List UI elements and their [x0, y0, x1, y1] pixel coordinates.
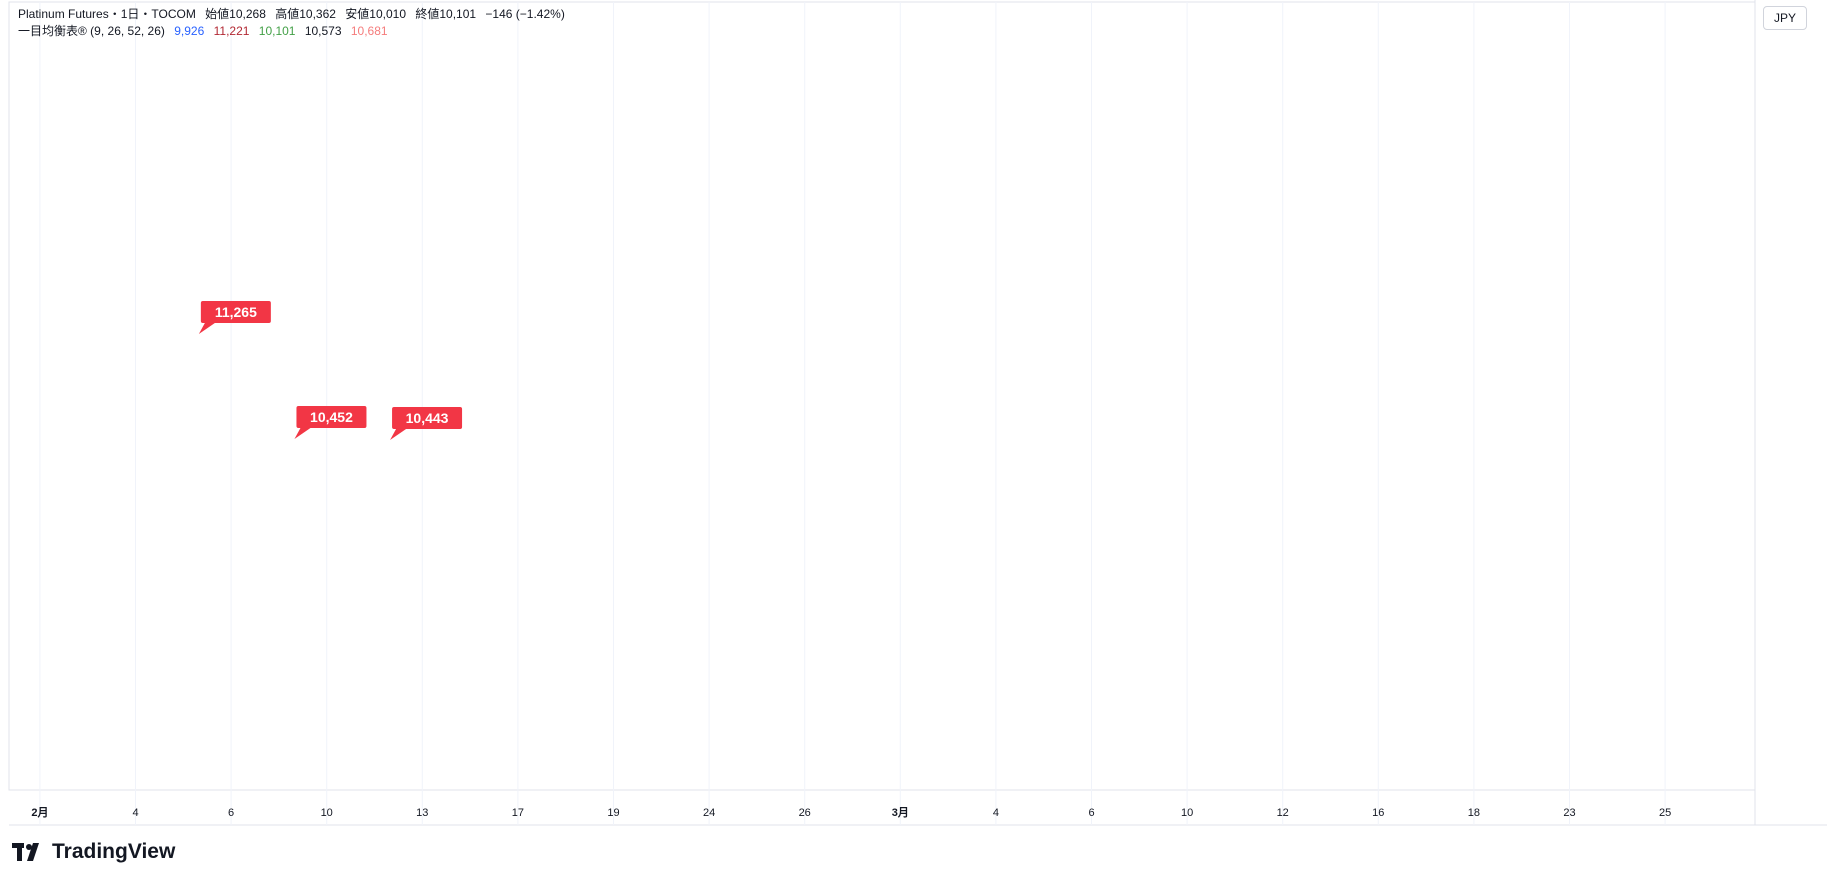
chart-overlays: 11,265 10,452 10,443 — [198, 301, 463, 440]
time-axis: 2月 4 6 10 13 17 19 24 26 3月 4 6 10 12 16 18 23 25 — [31, 806, 1671, 819]
price-callout-pointer — [390, 429, 407, 440]
symbol-title[interactable]: Platinum Futures・1日・TOCOM — [18, 7, 196, 21]
ichimoku-base-value: 11,221 — [213, 24, 250, 38]
time-tick-label: 24 — [703, 807, 715, 819]
currency-button[interactable]: JPY — [1763, 6, 1807, 30]
tradingview-logo-icon — [12, 843, 39, 861]
price-callout-pointer — [198, 323, 215, 334]
time-tick-label: 12 — [1277, 807, 1289, 819]
time-tick-label: 4 — [132, 807, 138, 819]
time-tick-label: 4 — [993, 807, 999, 819]
time-tick-label: 17 — [512, 807, 524, 819]
time-tick-label: 13 — [416, 807, 428, 819]
ichimoku-lagging-value: 10,101 — [258, 24, 296, 38]
time-tick-label: 10 — [1181, 807, 1193, 819]
tradingview-logo-text: TradingView — [52, 840, 176, 863]
time-tick-label: 2月 — [31, 806, 48, 819]
time-tick-label: 23 — [1563, 807, 1575, 819]
symbol-header: Platinum Futures・1日・TOCOM 始値10,268 高値10,… — [18, 5, 571, 22]
tradingview-logo[interactable]: TradingView — [12, 840, 175, 864]
time-tick-label: 6 — [228, 807, 234, 819]
time-tick-label: 18 — [1468, 807, 1480, 819]
plot-frame — [8, 1, 1756, 791]
ichimoku-label[interactable]: 一目均衡表® (9, 26, 52, 26) — [18, 24, 165, 38]
time-tick-label: 25 — [1659, 807, 1671, 819]
ichimoku-conversion-value: 9,926 — [174, 24, 205, 38]
ichimoku-leada-value: 10,573 — [304, 24, 342, 38]
change-value: −146 (−1.42%) — [485, 7, 565, 21]
ichimoku-leadb-value: 10,681 — [350, 24, 388, 38]
open-value: 始値10,268 — [205, 7, 266, 21]
time-tick-label: 26 — [799, 807, 811, 819]
price-callout-pointer — [294, 428, 311, 439]
indicator-header: 一目均衡表® (9, 26, 52, 26) 9,926 11,221 10,1… — [18, 22, 394, 39]
price-callout-label: 10,443 — [406, 410, 449, 426]
price-callout-label: 11,265 — [215, 304, 257, 320]
time-tick-label: 19 — [607, 807, 619, 819]
time-tick-label: 3月 — [892, 806, 909, 819]
time-tick-label: 16 — [1372, 807, 1384, 819]
price-callout-box — [392, 407, 463, 429]
price-callout-label: 10,452 — [310, 409, 353, 425]
high-value: 高値10,362 — [275, 7, 336, 21]
low-value: 安値10,010 — [345, 7, 407, 21]
price-callout-box — [200, 301, 271, 323]
chart-grid — [8, 0, 1827, 826]
close-value: 終値10,101 — [415, 7, 477, 21]
time-tick-label: 6 — [1088, 807, 1094, 819]
time-tick-label: 10 — [321, 807, 333, 819]
price-callout-box — [296, 406, 367, 428]
